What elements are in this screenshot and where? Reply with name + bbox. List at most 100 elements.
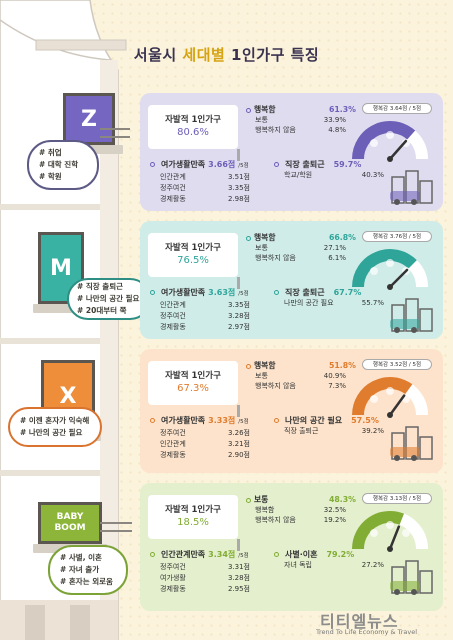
reason-label: 직장 출퇴근 xyxy=(285,160,325,169)
window-babyboom-label: BABY BOOM xyxy=(54,512,86,533)
voluntary-box: 자발적 1인가구 67.3% xyxy=(148,361,238,405)
tag-line: # 학원 xyxy=(39,172,62,181)
voluntary-box: 자발적 1인가구 76.5% xyxy=(148,233,238,277)
row-value: 55.7% xyxy=(361,299,384,307)
window-z-rail xyxy=(100,128,130,138)
watermark-logo: 티티엘뉴스 xyxy=(320,612,399,631)
satisfaction-row: 여가생활 3.28점 xyxy=(150,573,250,584)
row-value: 7.3% xyxy=(328,382,346,390)
tag-line: # 20대부터 쭉 xyxy=(77,306,127,315)
happiness-row: 행복하지 않음 7.3% xyxy=(246,381,346,391)
tag-line: # 대학 진학 xyxy=(39,160,79,169)
row-key: 행복하지 않음 xyxy=(255,126,296,134)
satisfaction-unit: /5점 xyxy=(238,419,249,425)
bullet-icon xyxy=(150,162,155,167)
row-value: 40.3% xyxy=(361,171,384,179)
row-key: 정주여건 xyxy=(160,429,186,437)
row-key: 여가생활 xyxy=(160,574,186,582)
card-babyboom: 자발적 1인가구 18.5% 보통 48.3% 행복함 32.5% 행복하지 않… xyxy=(140,483,443,611)
tag-line: # 취업 xyxy=(39,148,62,157)
reason-block: 사별·이혼 79.2% 자녀 독립 27.2% xyxy=(274,549,384,571)
satisfaction-block: 여가생활만족 3.33점 /5점 정주여건 3.26점 인간관계 3.21점 경… xyxy=(150,415,250,461)
bullet-icon xyxy=(274,552,279,557)
happiness-gauge xyxy=(351,510,428,552)
bullet-icon xyxy=(274,290,279,295)
satisfaction-row: 정주여건 3.28점 xyxy=(150,311,250,322)
satisfaction-row: 정주여건 3.31점 xyxy=(150,562,250,573)
tag-bubble-m: # 직장 출퇴근 # 나만의 공간 필요 # 20대부터 쭉 xyxy=(67,278,151,320)
happiness-gauge xyxy=(352,120,428,162)
satisfaction-value: 3.33점 xyxy=(208,416,236,425)
row-key: 인간관계 xyxy=(160,173,186,181)
row-key: 정주여건 xyxy=(160,563,186,571)
satisfaction-row: 인간관계 3.21점 xyxy=(150,439,250,450)
title-highlight: 세대별 xyxy=(182,46,226,64)
row-key: 직장 출퇴근 xyxy=(284,427,319,435)
satisfaction-block: 여가생활만족 3.63점 /5점 인간관계 3.35점 정주여건 3.28점 경… xyxy=(150,287,250,333)
happiness-block: 행복함 51.8% 보통 40.9% 행복하지 않음 7.3% xyxy=(246,361,356,391)
happiness-row: 행복하지 않음 19.2% xyxy=(246,515,346,525)
row-value: 33.9% xyxy=(323,116,346,124)
voluntary-percent: 80.6% xyxy=(177,127,209,138)
row-value: 3.35점 xyxy=(227,301,250,309)
window-babyboom-rail xyxy=(100,522,132,532)
bullet-icon xyxy=(274,418,279,423)
voluntary-percent: 76.5% xyxy=(177,255,209,266)
voluntary-label: 자발적 1인가구 xyxy=(165,371,221,381)
happiness-label: 행복함 xyxy=(254,105,276,114)
happiness-row: 보통 27.1% xyxy=(246,243,346,253)
happiness-score-badge: 행복감 3.76점 / 5점 xyxy=(362,231,432,242)
page-title: 서울시 세대별 1인가구 특징 xyxy=(0,44,453,65)
row-value: 3.35점 xyxy=(227,184,250,192)
satisfaction-row: 인간관계 3.35점 xyxy=(150,300,250,311)
reason-block: 직장 출퇴근 59.7% 학교/학원 40.3% xyxy=(274,159,384,181)
row-value: 32.5% xyxy=(323,506,346,514)
happiness-gauge xyxy=(352,377,428,418)
row-value: 2.98점 xyxy=(227,195,250,203)
satisfaction-value: 3.66점 xyxy=(208,160,236,169)
reason-label: 나만의 공간 필요 xyxy=(285,416,343,425)
connector xyxy=(237,539,240,551)
row-key: 정주여건 xyxy=(160,312,186,320)
bullet-icon xyxy=(246,497,251,503)
voluntary-label: 자발적 1인가구 xyxy=(165,505,221,515)
happiness-row: 행복함 32.5% xyxy=(246,505,346,515)
voluntary-box: 자발적 1인가구 80.6% xyxy=(148,105,238,149)
satisfaction-row: 경제활동 2.95점 xyxy=(150,584,250,595)
voluntary-label: 자발적 1인가구 xyxy=(165,115,221,125)
card-z: 자발적 1인가구 80.6% 행복함 61.3% 보통 33.9% 행복하지 않… xyxy=(140,93,443,211)
happiness-value: 48.3% xyxy=(328,495,356,504)
row-key: 나만의 공간 필요 xyxy=(284,299,334,307)
happiness-row: 행복하지 않음 6.1% xyxy=(246,253,346,263)
bullet-icon xyxy=(150,418,155,423)
reason-label: 사별·이혼 xyxy=(285,550,318,559)
row-value: 3.28점 xyxy=(227,574,250,582)
window-m-label: M xyxy=(50,255,72,281)
voluntary-percent: 67.3% xyxy=(177,383,209,394)
happiness-gauge xyxy=(352,249,428,290)
row-key: 경제활동 xyxy=(160,585,186,593)
window-z-label: Z xyxy=(81,106,97,132)
tag-bubble-z: # 취업 # 대학 진학 # 학원 xyxy=(27,140,99,190)
bullet-icon xyxy=(246,363,251,369)
row-key: 행복하지 않음 xyxy=(255,516,296,524)
reason-block: 나만의 공간 필요 57.5% 직장 출퇴근 39.2% xyxy=(274,415,384,437)
happiness-label: 행복함 xyxy=(254,361,276,370)
row-value: 40.9% xyxy=(323,372,346,380)
row-value: 3.51점 xyxy=(227,173,250,181)
tag-line: # 혼자는 외로움 xyxy=(60,577,113,586)
row-value: 19.2% xyxy=(323,516,346,524)
watermark-tagline: Trend To Life Economy & Travel xyxy=(316,628,418,636)
voluntary-box: 자발적 1인가구 18.5% xyxy=(148,495,238,539)
row-key: 인간관계 xyxy=(160,440,186,448)
row-value: 39.2% xyxy=(361,427,384,435)
card-m: 자발적 1인가구 76.5% 행복함 66.8% 보통 27.1% 행복하지 않… xyxy=(140,221,443,339)
row-value: 6.1% xyxy=(328,254,346,262)
satisfaction-block: 인간관계만족 3.34점 /5점 정주여건 3.31점 여가생활 3.28점 경… xyxy=(150,549,250,595)
happiness-label: 보통 xyxy=(254,495,269,504)
satisfaction-row: 정주여건 3.35점 xyxy=(150,183,250,194)
window-m-sill xyxy=(33,304,91,313)
tag-bubble-x: # 이젠 혼자가 익숙해 # 나만의 공간 필요 xyxy=(8,407,102,447)
satisfaction-unit: /5점 xyxy=(238,553,249,559)
tag-line: # 나만의 공간 필요 xyxy=(77,294,140,303)
